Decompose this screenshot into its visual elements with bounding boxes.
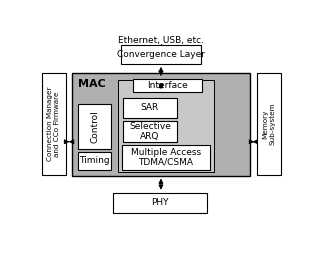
Bar [123,98,177,118]
Bar [72,73,250,176]
Bar [78,104,111,149]
Bar [42,73,66,175]
Bar [122,145,210,170]
Text: Memory
Sub-system: Memory Sub-system [263,103,276,145]
Text: Multiple Access
TDMA/CSMA: Multiple Access TDMA/CSMA [131,148,201,167]
Bar [118,80,214,172]
Bar [257,73,281,175]
Text: Interface: Interface [147,81,188,90]
Text: MAC: MAC [78,79,106,89]
Bar [113,193,207,213]
Bar [123,121,177,142]
Text: Convergence Layer: Convergence Layer [117,50,205,59]
Text: PHY: PHY [152,198,169,207]
Text: Connection Manager
and CCo Firmware: Connection Manager and CCo Firmware [47,87,60,161]
Bar [78,152,111,170]
Text: Ethernet, USB, etc.: Ethernet, USB, etc. [118,35,204,45]
Text: Timing: Timing [79,156,110,165]
Text: SAR: SAR [141,103,159,112]
Text: Selective
ARQ: Selective ARQ [129,121,171,141]
Bar [121,45,201,64]
Text: Control: Control [90,110,99,143]
Bar [133,79,202,92]
